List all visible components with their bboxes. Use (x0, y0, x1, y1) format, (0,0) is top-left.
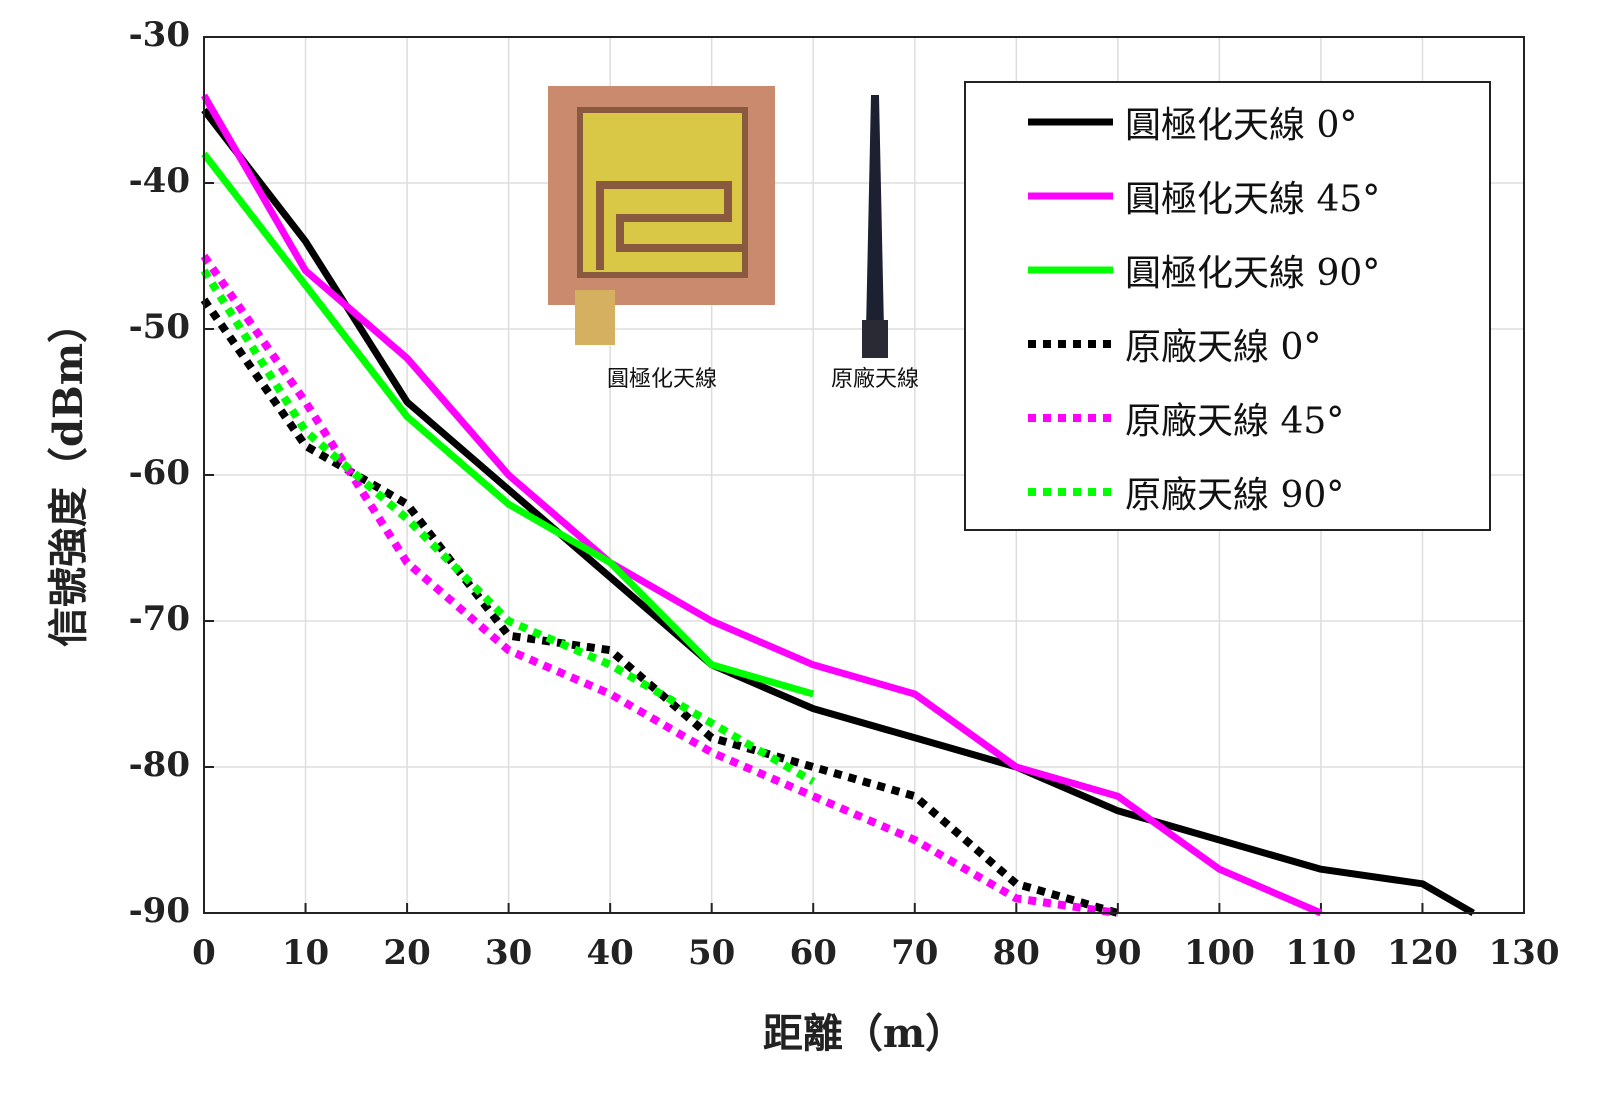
legend-label: 原廠天線 90° (1125, 475, 1344, 516)
x-tick-label: 80 (993, 933, 1040, 973)
series-line (201, 107, 1475, 917)
inset-photo: 圓極化天線 原廠天線 (548, 86, 919, 392)
legend-label: 圓極化天線 45° (1125, 179, 1380, 220)
legend-label: 圓極化天線 0° (1125, 105, 1357, 146)
series-line (201, 151, 815, 698)
legend-label: 原廠天線 45° (1125, 401, 1344, 442)
legend-label: 原廠天線 0° (1125, 327, 1321, 368)
x-tick-label: 120 (1387, 933, 1458, 973)
y-tick-label: -60 (129, 453, 190, 493)
slot (596, 181, 742, 270)
x-tick-label: 70 (891, 933, 938, 973)
x-tick-label: 130 (1489, 933, 1560, 973)
y-tick-label: -80 (129, 745, 190, 785)
legend: 圓極化天線 0° 圓極化天線 45° 圓極化天線 90° 原廠天線 0° 原廠天線 45… (1028, 105, 1380, 516)
connector (575, 290, 615, 345)
y-tick-label: -50 (129, 307, 190, 347)
x-tick-label: 0 (192, 933, 216, 973)
x-tick-label: 30 (485, 933, 532, 973)
series-line (200, 93, 1323, 917)
y-axis-label: 信號強度（dBm） (45, 303, 92, 647)
x-tick-label: 40 (586, 933, 633, 973)
antenna-base (862, 320, 888, 358)
whip-antenna (866, 95, 884, 330)
series-line (200, 253, 1119, 917)
y-tick-label: -40 (129, 161, 190, 201)
x-tick-label: 100 (1184, 933, 1255, 973)
y-tick-label: -70 (129, 599, 190, 639)
lines (200, 93, 1475, 917)
x-tick-label: 110 (1285, 933, 1356, 973)
x-tick-label: 60 (790, 933, 837, 973)
x-tick-label: 90 (1094, 933, 1141, 973)
legend-label: 圓極化天線 90° (1125, 253, 1380, 294)
series-line (200, 268, 816, 786)
inset-caption: 圓極化天線 (607, 367, 717, 392)
y-tick-label: -30 (129, 15, 190, 55)
plot-frame (203, 36, 1525, 914)
x-tick-label: 50 (688, 933, 735, 973)
inset-caption: 原廠天線 (831, 367, 919, 392)
y-tick-label: -90 (129, 891, 190, 931)
x-tick-label: 10 (282, 933, 329, 973)
x-axis-label: 距離（m） (763, 1010, 965, 1057)
x-tick-label: 20 (383, 933, 430, 973)
legend-box (964, 81, 1491, 531)
